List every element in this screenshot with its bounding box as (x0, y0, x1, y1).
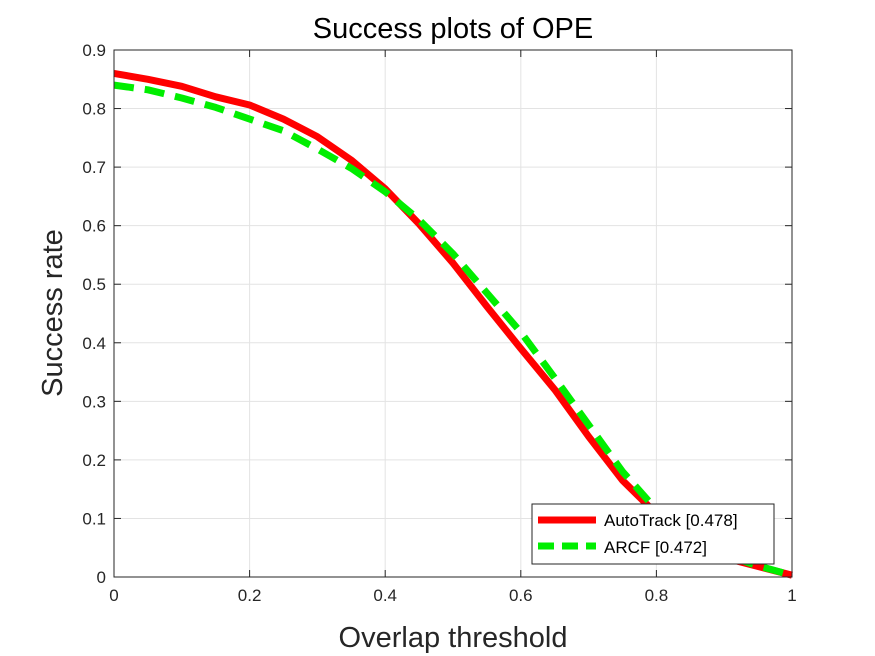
series-line-1 (113, 81, 793, 579)
x-tick-label: 0.8 (645, 586, 669, 605)
axis-ticks: 0 0.2 0.4 0.6 0.8 1 0 0.1 0.2 0.3 0.4 0.5 0.6 0.7 0.8 0… (82, 41, 796, 605)
x-tick-label: 1 (787, 586, 796, 605)
y-tick-label: 0.7 (82, 158, 106, 177)
legend-box (531, 503, 775, 565)
y-tick-label: 0.4 (82, 334, 106, 353)
plot-area (114, 50, 792, 577)
y-tick-label: 0.9 (82, 41, 106, 60)
y-axis-title: Success rate (37, 229, 69, 397)
legend-label-autotrack: AutoTrack [0.478] (604, 511, 738, 530)
y-tick-label: 0.6 (82, 217, 106, 236)
y-tick-label: 0.8 (82, 100, 106, 119)
x-tick-label: 0 (109, 586, 118, 605)
legend-label-arcf: ARCF [0.472] (604, 538, 707, 557)
y-tick-label: 0 (97, 568, 106, 587)
y-tick-label: 0.5 (82, 275, 106, 294)
chart-title: Success plots of OPE (313, 13, 593, 45)
plot-frame (113, 49, 793, 578)
x-axis-title: Overlap threshold (339, 622, 568, 654)
y-tick-label: 0.3 (82, 392, 106, 411)
x-tick-label: 0.6 (509, 586, 533, 605)
y-tick-label: 0.1 (82, 509, 106, 528)
legend: AutoTrack [0.478] ARCF [0.472] (531, 503, 775, 565)
x-tick-label: 0.4 (373, 586, 397, 605)
y-tick-label: 0.2 (82, 451, 106, 470)
x-tick-label: 0.2 (238, 586, 262, 605)
grid (114, 50, 792, 577)
